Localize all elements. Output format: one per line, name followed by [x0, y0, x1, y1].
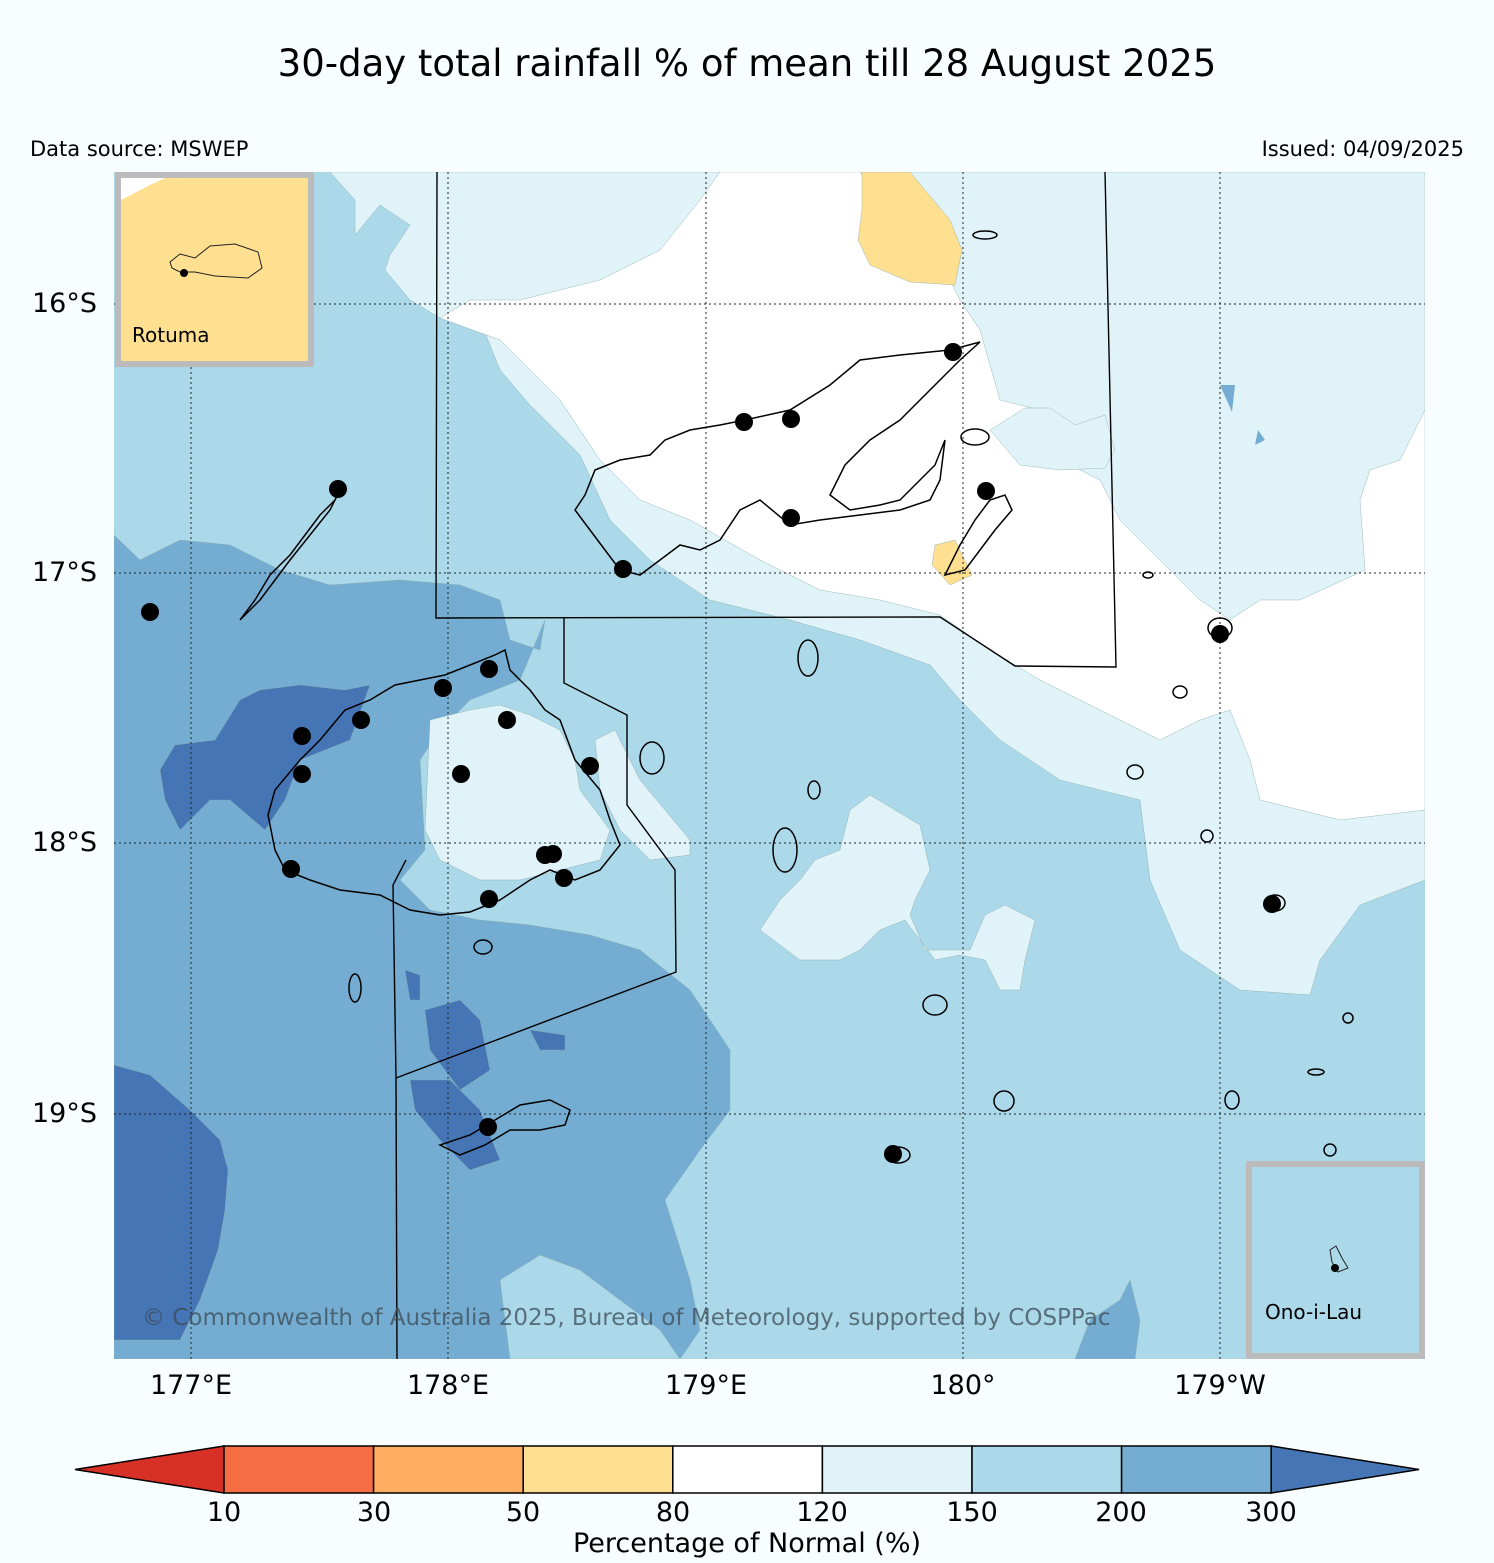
rotuma-inset	[115, 172, 314, 367]
zone-gt300-b	[114, 1064, 229, 1341]
lat-label-19s: 19°S	[32, 1098, 97, 1129]
zone-150-200-patch	[499, 1254, 681, 1359]
lon-label-180: 180°	[930, 1370, 996, 1401]
cbar-tick-300: 300	[1245, 1497, 1297, 1528]
zone-gt300-c	[424, 999, 491, 1091]
lat-label-16s: 16°S	[32, 288, 97, 319]
rotuma-label: Rotuma	[132, 323, 210, 347]
colorbar-bin-30-50	[372, 1445, 524, 1494]
zone-50-80-north	[857, 172, 963, 286]
cbar-tick-120: 120	[796, 1497, 848, 1528]
colorbar-extend-high	[1270, 1445, 1420, 1494]
zone-200-300-se	[1074, 1279, 1141, 1359]
colorbar-extend-low	[74, 1445, 225, 1494]
cbar-tick-80: 80	[655, 1497, 691, 1528]
lon-label-178e: 178°E	[406, 1370, 490, 1401]
colorbar-bin-120-150	[821, 1445, 973, 1494]
cbar-tick-50: 50	[505, 1497, 541, 1528]
cbar-tick-200: 200	[1095, 1497, 1147, 1528]
colorbar-bin-50-80	[522, 1445, 674, 1494]
cbar-tick-30: 30	[356, 1497, 392, 1528]
issued-date: Issued: 04/09/2025	[1261, 137, 1464, 161]
taveuni-coast	[943, 494, 1013, 577]
copyright-notice: © Commonwealth of Australia 2025, Bureau…	[142, 1305, 1111, 1331]
viti-levu-coast	[267, 648, 621, 916]
cbar-tick-10: 10	[206, 1497, 242, 1528]
zone-gt300-a	[159, 684, 371, 831]
colorbar	[74, 1445, 1420, 1494]
lat-label-18s: 18°S	[32, 827, 97, 858]
station-dots	[141, 343, 1281, 1163]
zone-120-150-koro	[594, 729, 691, 861]
ono-i-lau-label: Ono-i-Lau	[1265, 1300, 1363, 1324]
colorbar-bin-10-30	[223, 1445, 375, 1494]
colorbar-bin-150-200	[971, 1445, 1123, 1494]
lon-label-177e: 177°E	[149, 1370, 233, 1401]
coastlines	[239, 230, 1354, 1164]
cbar-tick-150: 150	[946, 1497, 998, 1528]
map-title: 30-day total rainfall % of mean till 28 …	[277, 42, 1217, 85]
zone-gt300-e	[404, 969, 421, 1001]
graticule	[114, 172, 1425, 1359]
zone-200-300-small1	[1220, 385, 1235, 412]
zone-gt300-f	[529, 1029, 566, 1051]
vanua-levu-coast	[574, 341, 981, 576]
zone-120-150-ne	[989, 407, 1116, 471]
zone-120-150-mid	[759, 794, 1036, 991]
colorbar-bin-200-300	[1120, 1445, 1272, 1494]
zone-120-150-fiji	[424, 704, 611, 881]
lon-label-179e: 179°E	[664, 1370, 748, 1401]
division-boundaries	[392, 172, 1117, 1359]
lat-label-17s: 17°S	[32, 557, 97, 588]
zone-200-300-small2	[1255, 430, 1265, 445]
ono-i-lau-inset	[1246, 1161, 1425, 1359]
lon-label-179w: 179°W	[1174, 1370, 1266, 1401]
data-source: Data source: MSWEP	[30, 137, 249, 161]
colorbar-bin-80-120	[672, 1445, 824, 1494]
map-area	[114, 172, 1425, 1359]
colorbar-label: Percentage of Normal (%)	[572, 1528, 922, 1559]
